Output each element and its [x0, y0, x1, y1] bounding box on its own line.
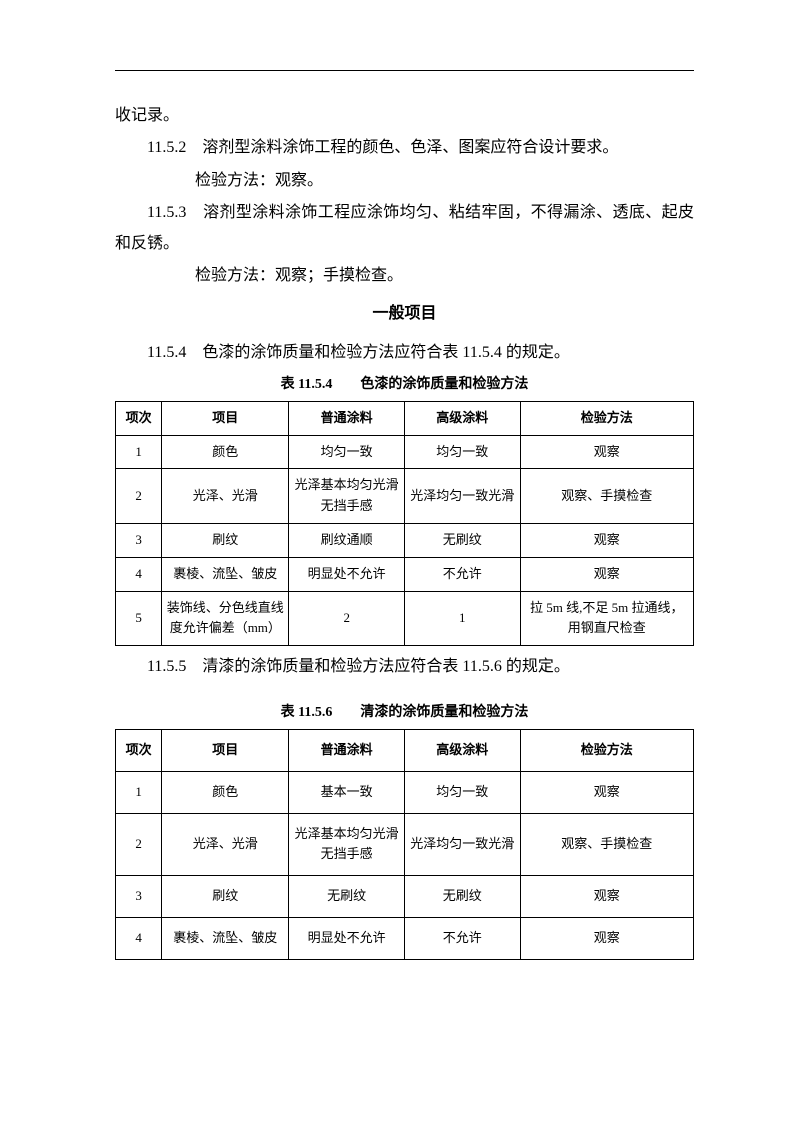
paragraph-4: 11.5.3 溶剂型涂料涂饰工程应涂饰均匀、粘结牢固，不得漏涂、透底、起皮和反锈…: [115, 198, 694, 259]
col-header: 高级涂料: [404, 401, 520, 435]
cell: 4: [116, 918, 162, 960]
cell: 5: [116, 591, 162, 646]
cell: 3: [116, 523, 162, 557]
cell: 颜色: [162, 435, 289, 469]
cell: 裹棱、流坠、皱皮: [162, 557, 289, 591]
cell: 观察: [520, 435, 693, 469]
cell: 观察、手摸检查: [520, 469, 693, 524]
cell: 光泽均匀一致光滑: [404, 813, 520, 876]
table-row: 项次 项目 普通涂料 高级涂料 检验方法: [116, 401, 694, 435]
cell: 刷纹: [162, 876, 289, 918]
cell: 均匀一致: [404, 435, 520, 469]
table-row: 1 颜色 均匀一致 均匀一致 观察: [116, 435, 694, 469]
cell: 无刷纹: [404, 523, 520, 557]
table-row: 3 刷纹 无刷纹 无刷纹 观察: [116, 876, 694, 918]
cell: 光泽、光滑: [162, 469, 289, 524]
cell: 1: [404, 591, 520, 646]
cell: 不允许: [404, 918, 520, 960]
table2-caption: 表 11.5.6 清漆的涂饰质量和检验方法: [115, 700, 694, 727]
table-row: 3 刷纹 刷纹通顺 无刷纹 观察: [116, 523, 694, 557]
cell: 2: [116, 469, 162, 524]
table-row: 项次 项目 普通涂料 高级涂料 检验方法: [116, 730, 694, 772]
cell: 3: [116, 876, 162, 918]
cell: 不允许: [404, 557, 520, 591]
cell: 2: [116, 813, 162, 876]
cell: 基本一致: [289, 771, 405, 813]
horizontal-rule: [115, 70, 694, 71]
paragraph-5: 检验方法：观察；手摸检查。: [115, 261, 694, 291]
paragraph-7: 11.5.5 清漆的涂饰质量和检验方法应符合表 11.5.6 的规定。: [115, 652, 694, 682]
table-2: 项次 项目 普通涂料 高级涂料 检验方法 1 颜色 基本一致 均匀一致 观察 2…: [115, 729, 694, 960]
paragraph-2: 11.5.2 溶剂型涂料涂饰工程的颜色、色泽、图案应符合设计要求。: [115, 133, 694, 163]
col-header: 项次: [116, 401, 162, 435]
cell: 观察: [520, 918, 693, 960]
table-1: 项次 项目 普通涂料 高级涂料 检验方法 1 颜色 均匀一致 均匀一致 观察 2…: [115, 401, 694, 646]
col-header: 检验方法: [520, 401, 693, 435]
section-title: 一般项目: [115, 299, 694, 329]
cell: 观察: [520, 771, 693, 813]
cell: 观察、手摸检查: [520, 813, 693, 876]
cell: 4: [116, 557, 162, 591]
cell: 光泽基本均匀光滑无挡手感: [289, 469, 405, 524]
cell: 均匀一致: [289, 435, 405, 469]
table-row: 4 裹棱、流坠、皱皮 明显处不允许 不允许 观察: [116, 918, 694, 960]
col-header: 普通涂料: [289, 401, 405, 435]
col-header: 项次: [116, 730, 162, 772]
cell: 明显处不允许: [289, 918, 405, 960]
cell: 裹棱、流坠、皱皮: [162, 918, 289, 960]
cell: 无刷纹: [404, 876, 520, 918]
col-header: 项目: [162, 730, 289, 772]
cell: 刷纹: [162, 523, 289, 557]
cell: 观察: [520, 876, 693, 918]
table-row: 5 装饰线、分色线直线度允许偏差（mm） 2 1 拉 5m 线,不足 5m 拉通…: [116, 591, 694, 646]
cell: 1: [116, 435, 162, 469]
cell: 观察: [520, 557, 693, 591]
cell: 2: [289, 591, 405, 646]
cell: 颜色: [162, 771, 289, 813]
cell: 观察: [520, 523, 693, 557]
cell: 拉 5m 线,不足 5m 拉通线，用钢直尺检查: [520, 591, 693, 646]
cell: 无刷纹: [289, 876, 405, 918]
table-row: 2 光泽、光滑 光泽基本均匀光滑无挡手感 光泽均匀一致光滑 观察、手摸检查: [116, 469, 694, 524]
paragraph-3: 检验方法：观察。: [115, 166, 694, 196]
paragraph-1: 收记录。: [115, 101, 694, 131]
cell: 明显处不允许: [289, 557, 405, 591]
table-row: 1 颜色 基本一致 均匀一致 观察: [116, 771, 694, 813]
paragraph-6: 11.5.4 色漆的涂饰质量和检验方法应符合表 11.5.4 的规定。: [115, 338, 694, 368]
cell: 光泽、光滑: [162, 813, 289, 876]
cell: 光泽均匀一致光滑: [404, 469, 520, 524]
cell: 均匀一致: [404, 771, 520, 813]
col-header: 高级涂料: [404, 730, 520, 772]
col-header: 普通涂料: [289, 730, 405, 772]
cell: 光泽基本均匀光滑无挡手感: [289, 813, 405, 876]
table1-caption: 表 11.5.4 色漆的涂饰质量和检验方法: [115, 372, 694, 399]
col-header: 检验方法: [520, 730, 693, 772]
table-row: 4 裹棱、流坠、皱皮 明显处不允许 不允许 观察: [116, 557, 694, 591]
cell: 装饰线、分色线直线度允许偏差（mm）: [162, 591, 289, 646]
table-row: 2 光泽、光滑 光泽基本均匀光滑无挡手感 光泽均匀一致光滑 观察、手摸检查: [116, 813, 694, 876]
cell: 刷纹通顺: [289, 523, 405, 557]
col-header: 项目: [162, 401, 289, 435]
cell: 1: [116, 771, 162, 813]
